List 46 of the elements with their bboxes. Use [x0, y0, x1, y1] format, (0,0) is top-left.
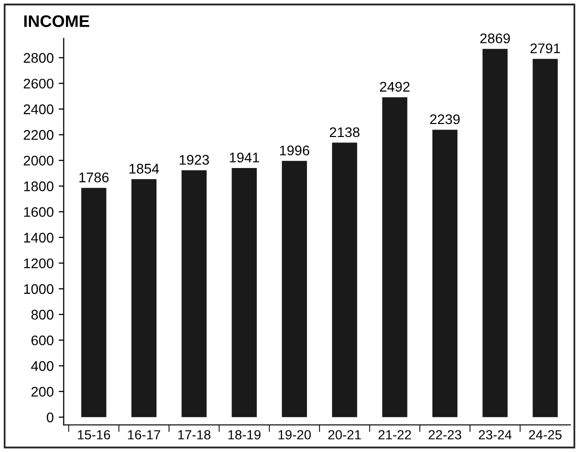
- x-tick-label: 16-17: [128, 430, 160, 440]
- x-tick-label: 23-24: [478, 430, 512, 440]
- data-label: 1923: [180, 154, 209, 165]
- bar: [282, 160, 307, 418]
- bar: [532, 58, 558, 418]
- x-tick-label: 20-21: [328, 430, 361, 440]
- y-tick-label: 200: [31, 386, 54, 397]
- chart-title: INCOME: [24, 15, 90, 28]
- bar: [81, 188, 106, 418]
- y-tick-label: 800: [31, 310, 54, 320]
- data-label: 2239: [430, 114, 460, 124]
- x-tick-label: 19-20: [278, 430, 311, 440]
- data-label: 1996: [280, 146, 310, 156]
- data-label: 1786: [79, 172, 109, 182]
- data-label: 1941: [230, 152, 260, 162]
- data-label: 2138: [330, 127, 360, 138]
- bar: [131, 179, 156, 418]
- bar: [332, 142, 358, 418]
- bar: [382, 97, 408, 418]
- bar: [432, 130, 458, 418]
- y-tick-label: 2000: [24, 156, 54, 166]
- data-label: 2869: [480, 33, 510, 44]
- bar: [232, 168, 257, 418]
- y-tick-label: 0: [46, 412, 54, 422]
- y-tick-label: 1000: [24, 284, 54, 294]
- data-label: 2791: [530, 43, 560, 54]
- bar: [182, 170, 207, 418]
- x-tick-label: 17-18: [178, 430, 210, 440]
- x-tick-label: 22-23: [428, 430, 462, 440]
- bar: [482, 48, 508, 418]
- y-tick-label: 2800: [24, 53, 54, 63]
- x-tick-label: 24-25: [529, 430, 562, 440]
- data-label: 2492: [380, 82, 410, 92]
- y-tick-label: 2600: [24, 78, 54, 89]
- x-tick-label: 18-19: [228, 430, 261, 440]
- y-tick-label: 400: [31, 361, 54, 371]
- y-tick-label: 1600: [24, 207, 54, 217]
- y-tick-label: 2200: [24, 130, 54, 140]
- x-tick-label: 15-16: [78, 430, 110, 440]
- y-tick-label: 1800: [24, 181, 54, 192]
- y-tick-label: 1200: [24, 258, 54, 268]
- y-tick-label: 2400: [24, 104, 54, 114]
- y-tick-label: 1400: [24, 232, 54, 243]
- y-tick-label: 600: [32, 335, 54, 346]
- x-tick-label: 21-22: [378, 430, 411, 440]
- data-label: 1854: [130, 164, 159, 174]
